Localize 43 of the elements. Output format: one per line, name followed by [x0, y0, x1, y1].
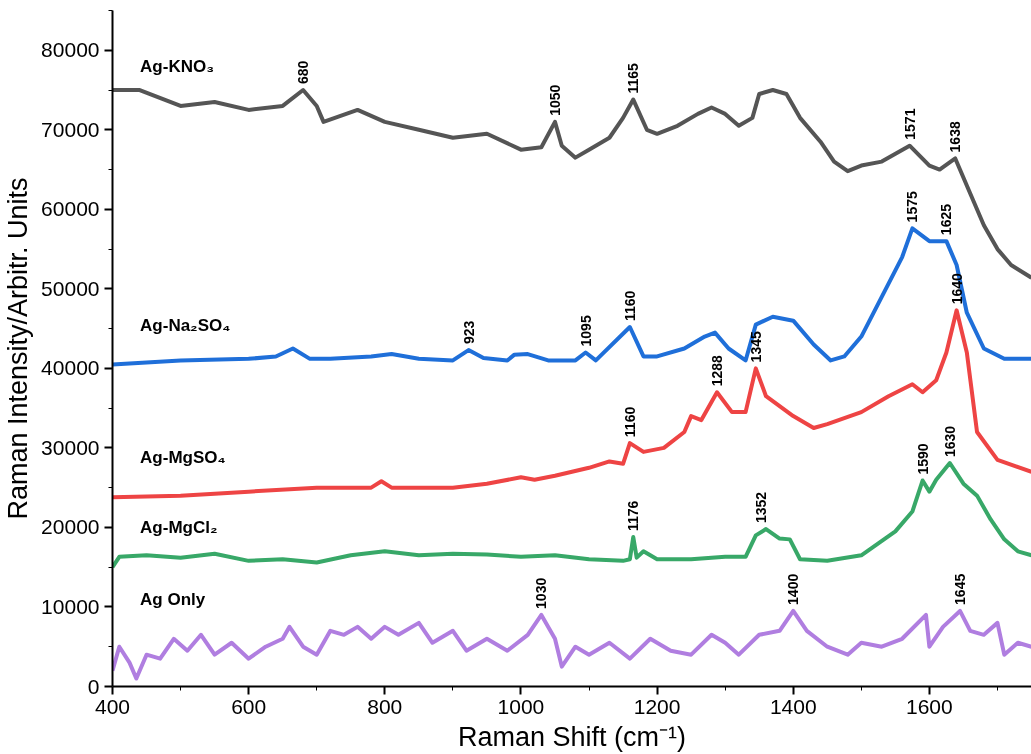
- y-tick-label: 60000: [41, 197, 100, 221]
- x-tick-label: 1200: [633, 694, 681, 718]
- annotation: 1030: [533, 577, 550, 609]
- x-tick-label: 800: [367, 694, 403, 718]
- annotation: 1050: [546, 84, 563, 116]
- x-tick-label: 1600: [906, 694, 953, 718]
- y-tick-label: 50000: [41, 276, 100, 300]
- x-tick-label: 1400: [769, 694, 817, 718]
- annotation: 1400: [785, 573, 802, 605]
- series-label: Ag-KNO₃: [140, 57, 215, 77]
- annotation: 1165: [625, 62, 642, 94]
- annotation: 1638: [947, 121, 964, 153]
- x-axis-title: Raman Shift (cm⁻¹): [457, 721, 687, 752]
- annotation: 923: [460, 320, 477, 345]
- annotation: 1630: [941, 425, 958, 458]
- y-tick-label: 20000: [41, 515, 100, 539]
- annotation: 1640: [948, 272, 965, 305]
- annotation: 680: [295, 60, 312, 85]
- annotation: 1288: [709, 354, 725, 387]
- y-tick-label: 80000: [41, 38, 100, 62]
- series-label: Ag-MgSO₄: [140, 448, 226, 468]
- y-tick-label: 30000: [41, 435, 100, 459]
- annotation: 1625: [938, 203, 955, 236]
- series-label: Ag Only: [140, 589, 206, 609]
- y-axis-title: Raman Intensity/Arbitr. Units: [3, 177, 34, 520]
- series-label: Ag-Na₂SO₄: [140, 315, 231, 335]
- annotation: 1160: [621, 406, 638, 438]
- annotation: 1352: [752, 491, 769, 524]
- y-tick-label: 40000: [41, 356, 100, 380]
- y-tick-label: 10000: [41, 594, 100, 618]
- annotation: 1160: [621, 290, 638, 322]
- annotation: 1645: [952, 573, 969, 605]
- annotation: 1575: [904, 191, 921, 223]
- x-tick-label: 1000: [497, 694, 545, 718]
- annotation: 1095: [577, 315, 594, 347]
- annotation: 1571: [901, 108, 918, 140]
- annotation: 1345: [747, 331, 764, 363]
- line-series: [112, 608, 1031, 681]
- series-label: Ag-MgCl₂: [140, 518, 218, 538]
- annotation: 1590: [914, 443, 931, 475]
- x-tick-label: 600: [231, 694, 267, 718]
- annotation: 1176: [625, 500, 642, 531]
- y-tick-label: 70000: [41, 117, 100, 141]
